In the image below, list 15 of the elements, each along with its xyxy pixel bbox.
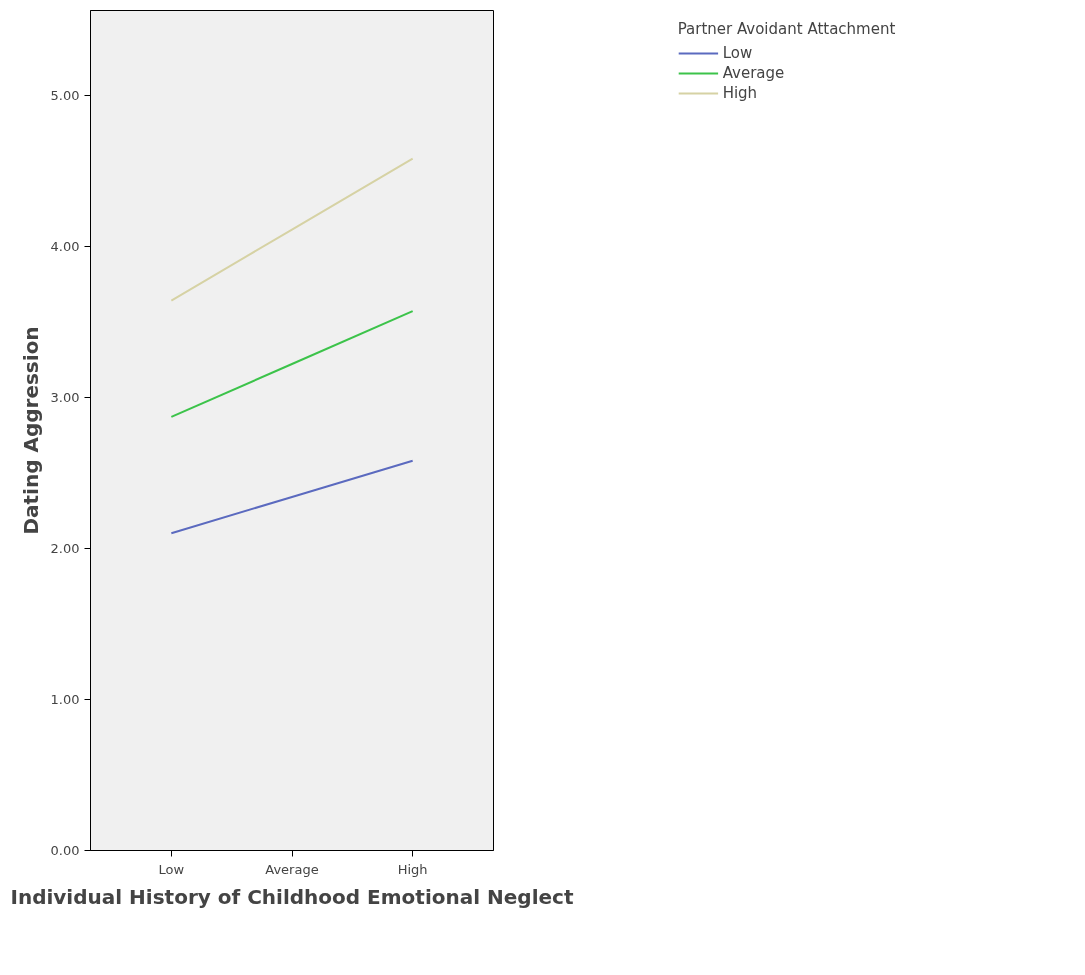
y-tick-label: 1.00 — [50, 691, 80, 707]
x-tick-label: High — [397, 861, 428, 877]
legend-label: High — [722, 84, 758, 102]
y-tick-label: 4.00 — [50, 238, 80, 254]
y-tick-label: 2.00 — [50, 540, 80, 556]
x-axis-title: Individual History of Childhood Emotional Neglect — [10, 884, 574, 909]
y-tick-label: 5.00 — [50, 87, 80, 103]
y-tick-label: 3.00 — [50, 389, 80, 405]
legend-label: Low — [722, 44, 753, 62]
x-tick-label: Average — [265, 861, 319, 877]
legend-title: Partner Avoidant Attachment — [677, 20, 896, 38]
y-axis-title: Dating Aggression — [18, 326, 43, 535]
x-tick-label: Low — [158, 861, 185, 877]
legend-label: Average — [722, 64, 785, 82]
y-tick-label: 0.00 — [50, 843, 80, 858]
